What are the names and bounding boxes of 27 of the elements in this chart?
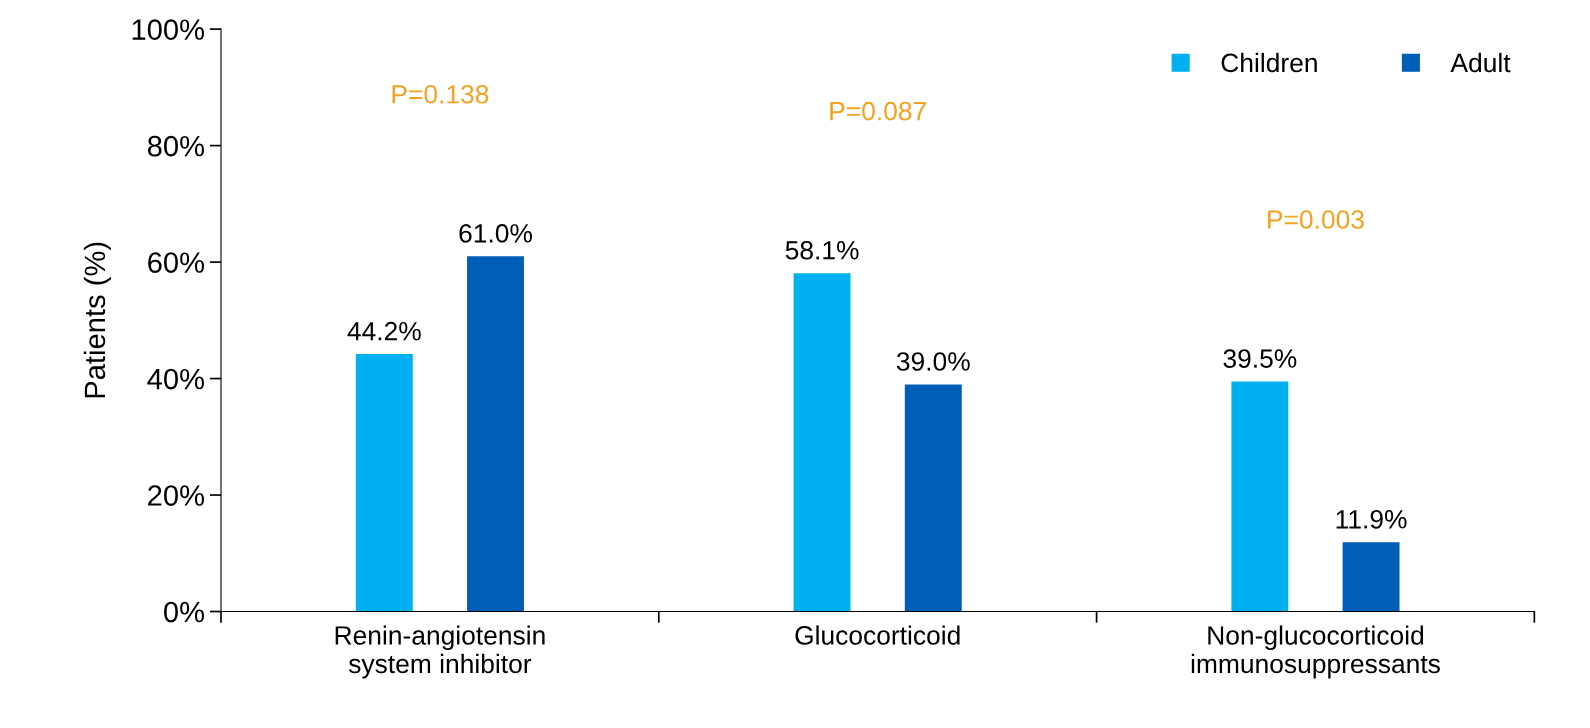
- y-axis-title: Patients (%): [83, 242, 111, 398]
- bar: [467, 256, 524, 612]
- bar: [1342, 542, 1400, 612]
- y-tick-label: 80%: [147, 135, 204, 157]
- y-tick-label: 60%: [148, 252, 204, 273]
- bar: [793, 273, 851, 612]
- annotation: P=0.087: [830, 101, 926, 121]
- y-tick-label: 20%: [148, 485, 204, 506]
- y-tick-label: 0%: [164, 601, 204, 623]
- y-tick-label: 100%: [132, 19, 204, 40]
- bar: [1231, 381, 1289, 612]
- y-tick-label: 40%: [147, 368, 204, 390]
- x-tick-label: Non-glucocorticoid immunosuppressants: [1191, 625, 1440, 679]
- bar: [355, 354, 413, 612]
- data-label: 11.9%: [1336, 509, 1407, 529]
- x-tick-label: Glucocorticoid: [795, 625, 960, 645]
- bar: [904, 384, 962, 612]
- annotation: P=0.003: [1268, 210, 1364, 229]
- data-label: 39.0%: [896, 352, 970, 371]
- data-label: 61.0%: [459, 224, 532, 243]
- data-label: 58.1%: [785, 240, 859, 260]
- data-label: 39.5%: [1223, 349, 1297, 368]
- x-tick-label: Renin-angiotensin system inhibitor: [335, 625, 545, 679]
- data-label: 44.2%: [347, 321, 421, 341]
- legend-label: Children: [1221, 52, 1317, 73]
- legend-label: Adult: [1450, 52, 1511, 73]
- annotation: P=0.138: [392, 84, 489, 104]
